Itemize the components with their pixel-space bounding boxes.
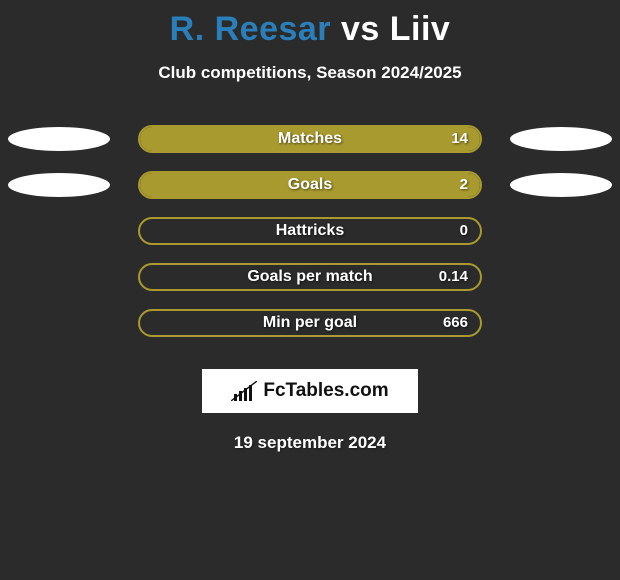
stat-bar-value: 666 [443, 314, 468, 331]
stat-row: Matches14 [0, 125, 620, 153]
title-player-right: Liiv [390, 10, 451, 48]
stat-bar-track: Matches14 [138, 125, 482, 153]
stat-row: Min per goal666 [0, 309, 620, 337]
stat-bar-track: Min per goal666 [138, 309, 482, 337]
stat-row: Goals2 [0, 171, 620, 199]
stat-bar-value: 0 [460, 222, 468, 239]
chart-bars-icon [231, 381, 257, 401]
stat-bars: Matches14 Goals2 Hattricks0 Goals per match… [0, 125, 620, 337]
logo-text: FcTables.com [263, 380, 388, 402]
stat-bar-fill [140, 127, 480, 151]
stat-bar-track: Goals per match0.14 [138, 263, 482, 291]
stat-bar-fill [140, 173, 480, 197]
stat-row: Hattricks0 [0, 217, 620, 245]
left-ellipse [8, 173, 110, 197]
stat-bar-label: Hattricks [140, 222, 480, 240]
right-ellipse [510, 127, 612, 151]
stat-bar-label: Min per goal [140, 314, 480, 332]
date-text: 19 september 2024 [0, 433, 620, 453]
title-player-left: R. Reesar [170, 10, 331, 48]
stat-bar-track: Goals2 [138, 171, 482, 199]
left-ellipse [8, 127, 110, 151]
stat-bar-track: Hattricks0 [138, 217, 482, 245]
logo-box: FcTables.com [202, 369, 418, 413]
stat-bar-value: 0.14 [439, 268, 468, 285]
subtitle: Club competitions, Season 2024/2025 [0, 63, 620, 83]
title-vs: vs [331, 10, 390, 48]
page-title: R. Reesar vs Liiv [0, 0, 620, 49]
right-ellipse [510, 173, 612, 197]
stat-bar-label: Goals per match [140, 268, 480, 286]
stat-row: Goals per match0.14 [0, 263, 620, 291]
